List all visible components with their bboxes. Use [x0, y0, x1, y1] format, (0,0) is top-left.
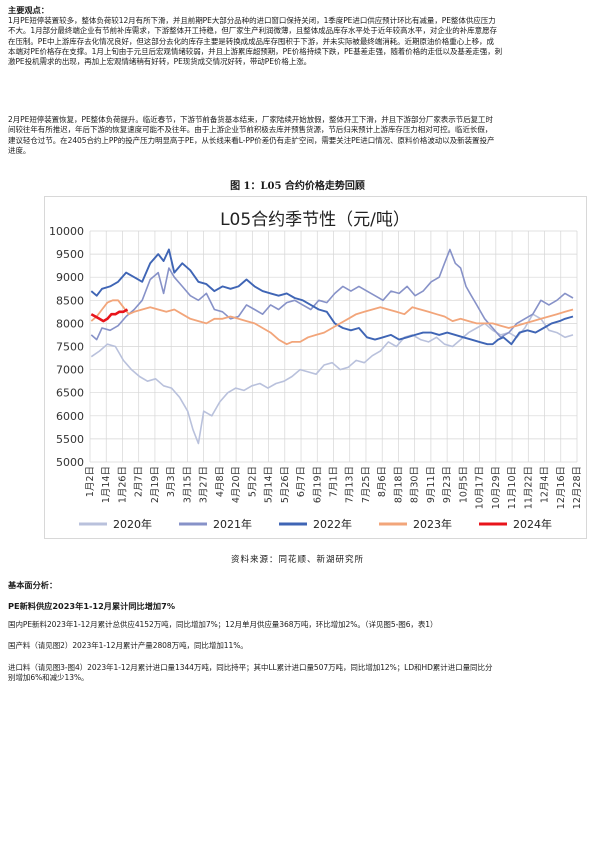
series-line [90, 299, 574, 346]
legend-label: 2023年 [413, 517, 452, 531]
paragraph-line: 不大。1月部分最终端企业有节前补库需求，下游整体开工持稳，但厂家生产利润微薄，且… [8, 26, 497, 36]
x-tick-label: 3月27日 [199, 466, 210, 503]
y-tick-label: 7000 [56, 364, 84, 377]
y-tick-label: 5000 [56, 456, 84, 469]
y-tick-label: 7500 [56, 341, 84, 354]
paragraph-domestic-output: 国产料（请见图2）2023年1-12月累计产量2808万吨，同比增加11%。 [8, 641, 248, 650]
x-tick-label: 1月26日 [117, 466, 128, 503]
x-tick-label: 10月29日 [491, 466, 502, 509]
y-tick-label: 9500 [56, 248, 84, 261]
series-line [90, 248, 574, 341]
seasonality-chart: L05合约季节性（元/吨） 5000 5500 6000 6500 7000 7500 80… [44, 196, 587, 539]
y-tick-label: 6500 [56, 387, 84, 400]
section-heading-fundamentals: 基本面分析： [8, 580, 58, 590]
x-tick-label: 5月14日 [264, 466, 275, 503]
series-line [90, 313, 574, 445]
paragraph-line: 在压制。PE中上游库存去化情况良好，但这部分去化的库存主要是转换成成品库存囤积于… [8, 36, 494, 46]
x-tick-label: 8月18日 [393, 466, 404, 503]
x-tick-label: 4月20日 [231, 466, 242, 503]
x-tick-label: 1月2日 [85, 466, 96, 497]
y-tick-label: 10000 [49, 225, 84, 238]
x-tick-label: 6月7日 [296, 466, 307, 497]
paragraph-line: 1月PE短停装置较多，整体负荷较12月有所下滑，并且前期PE大部分品种的进口窗口… [8, 16, 496, 25]
paragraph-total-supply: 国内PE新料2023年1-12月累计总供应4152万吨，同比增加7%；12月单月… [8, 620, 438, 629]
chart-series-lines [90, 248, 574, 445]
y-tick-label: 8500 [56, 294, 84, 307]
x-tick-label: 5月26日 [280, 466, 291, 503]
x-tick-label: 9月11日 [426, 466, 437, 503]
x-tick-label: 8月30日 [410, 466, 421, 503]
x-tick-label: 3月15日 [182, 466, 193, 503]
x-axis: 1月2日 1月14日 1月26日 2月7日 2月19日 3月3日 3月15日 3月27日 4月8… [85, 466, 583, 509]
figure-caption: 图 1：L05 合约价格走势回顾 [230, 181, 365, 192]
chart-gridlines [89, 230, 578, 463]
paragraph-february-outlook: 2月PE短停装置恢复，PE整体负荷提升。临近春节，下游节前备货基本结束，厂家陆续… [8, 115, 586, 156]
x-tick-label: 3月3日 [166, 466, 177, 497]
x-tick-label: 11月10日 [507, 466, 518, 509]
paragraph-line: 激PE投机需求的出现，再加上宏观情绪稍有好转，PE现货成交情况好转，带动PE价格… [8, 57, 312, 67]
paragraph-line: 2月PE短停装置恢复，PE整体负荷提升。临近春节，下游节前备货基本结束，厂家陆续… [8, 115, 493, 124]
paragraph-imports: 进口料（请见图3-图4）2023年1-12月累计进口量1344万吨，同比持平；其… [8, 663, 586, 684]
paragraph-line: 别增加6%和减少13%。 [8, 673, 89, 683]
x-tick-label: 2月7日 [134, 466, 145, 497]
x-tick-label: 12月28日 [572, 466, 583, 509]
legend-label: 2024年 [513, 517, 552, 531]
x-tick-label: 7月1日 [329, 466, 340, 497]
x-tick-label: 4月8日 [215, 466, 226, 497]
paragraph-line: 间较往年有所推迟，年后下游的恢复速度可能不及往年。由于上游企业节前积极去库并预售… [8, 125, 493, 135]
paragraph-january-outlook: 1月PE短停装置较多，整体负荷较12月有所下滑，并且前期PE大部分品种的进口窗口… [8, 16, 586, 67]
subheading-pe-supply: PE新料供应2023年1-12月累计同比增加7% [8, 601, 176, 611]
chart-legend: 2020年 2021年 2022年 2023年 2024年 [79, 517, 552, 531]
x-tick-label: 6月19日 [312, 466, 323, 503]
x-tick-label: 1月14日 [101, 466, 112, 503]
y-axis: 5000 5500 6000 6500 7000 7500 8000 8500 9000 9500… [49, 225, 84, 469]
x-tick-label: 10月5日 [458, 466, 469, 503]
series-line [90, 248, 574, 346]
y-tick-label: 5500 [56, 433, 84, 446]
section-heading-main-points: 主要观点： [8, 5, 49, 15]
paragraph-line: 进度。 [8, 145, 31, 155]
x-tick-label: 9月23日 [442, 466, 453, 503]
x-tick-label: 2月19日 [150, 466, 161, 503]
x-tick-label: 12月4日 [540, 466, 551, 503]
x-tick-label: 12月16日 [556, 466, 567, 509]
legend-label: 2022年 [313, 517, 352, 531]
paragraph-line: 本端对PE价格存在支撑。1月上旬由于元旦后宏观情绪较弱，并且上游累库超预期，PE… [8, 46, 503, 56]
figure-source: 资料来源：同花顺、新湖研究所 [230, 555, 364, 565]
paragraph-line: 进口料（请见图3-图4）2023年1-12月累计进口量1344万吨，同比持平；其… [8, 663, 493, 672]
x-tick-label: 5月2日 [247, 466, 258, 497]
chart-canvas: L05合约季节性（元/吨） 5000 5500 6000 6500 7000 7500 80… [49, 210, 583, 531]
x-tick-label: 10月17日 [475, 466, 486, 509]
x-tick-label: 11月22日 [523, 466, 534, 509]
series-line [90, 308, 129, 323]
y-tick-label: 8000 [56, 317, 84, 330]
chart-title: L05合约季节性（元/吨） [220, 210, 410, 230]
paragraph-line: 建议轻仓过节。在2405合约上PP的投产压力明显高于PE，从长线来看L-PP价差… [8, 135, 495, 145]
x-tick-label: 7月25日 [361, 466, 372, 503]
y-tick-label: 6000 [56, 410, 84, 423]
legend-label: 2020年 [113, 517, 152, 531]
legend-label: 2021年 [213, 517, 252, 531]
x-tick-label: 7月13日 [345, 466, 356, 503]
x-tick-label: 8月6日 [377, 466, 388, 497]
y-tick-label: 9000 [56, 271, 84, 284]
